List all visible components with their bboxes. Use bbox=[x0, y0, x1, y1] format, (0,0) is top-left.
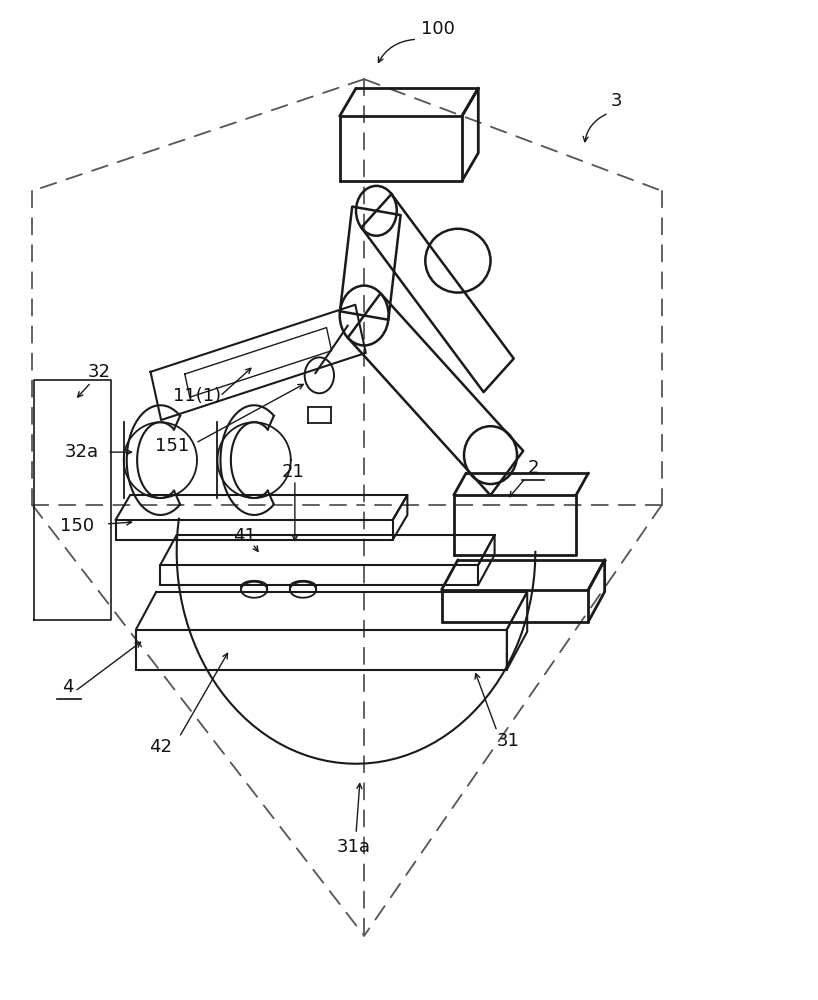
Text: 3: 3 bbox=[611, 92, 622, 110]
Text: 41: 41 bbox=[233, 527, 256, 545]
Text: 21: 21 bbox=[281, 463, 304, 481]
Text: 31: 31 bbox=[497, 732, 520, 750]
Text: 31a: 31a bbox=[336, 838, 371, 856]
Text: 150: 150 bbox=[61, 517, 94, 535]
Text: 151: 151 bbox=[155, 437, 190, 455]
Text: 32a: 32a bbox=[65, 443, 98, 461]
Text: 2: 2 bbox=[527, 459, 539, 477]
Text: 100: 100 bbox=[420, 20, 455, 38]
Text: 32: 32 bbox=[88, 363, 110, 381]
Text: 4: 4 bbox=[62, 678, 74, 696]
Text: 42: 42 bbox=[149, 738, 172, 756]
Text: 11(1): 11(1) bbox=[173, 387, 221, 405]
